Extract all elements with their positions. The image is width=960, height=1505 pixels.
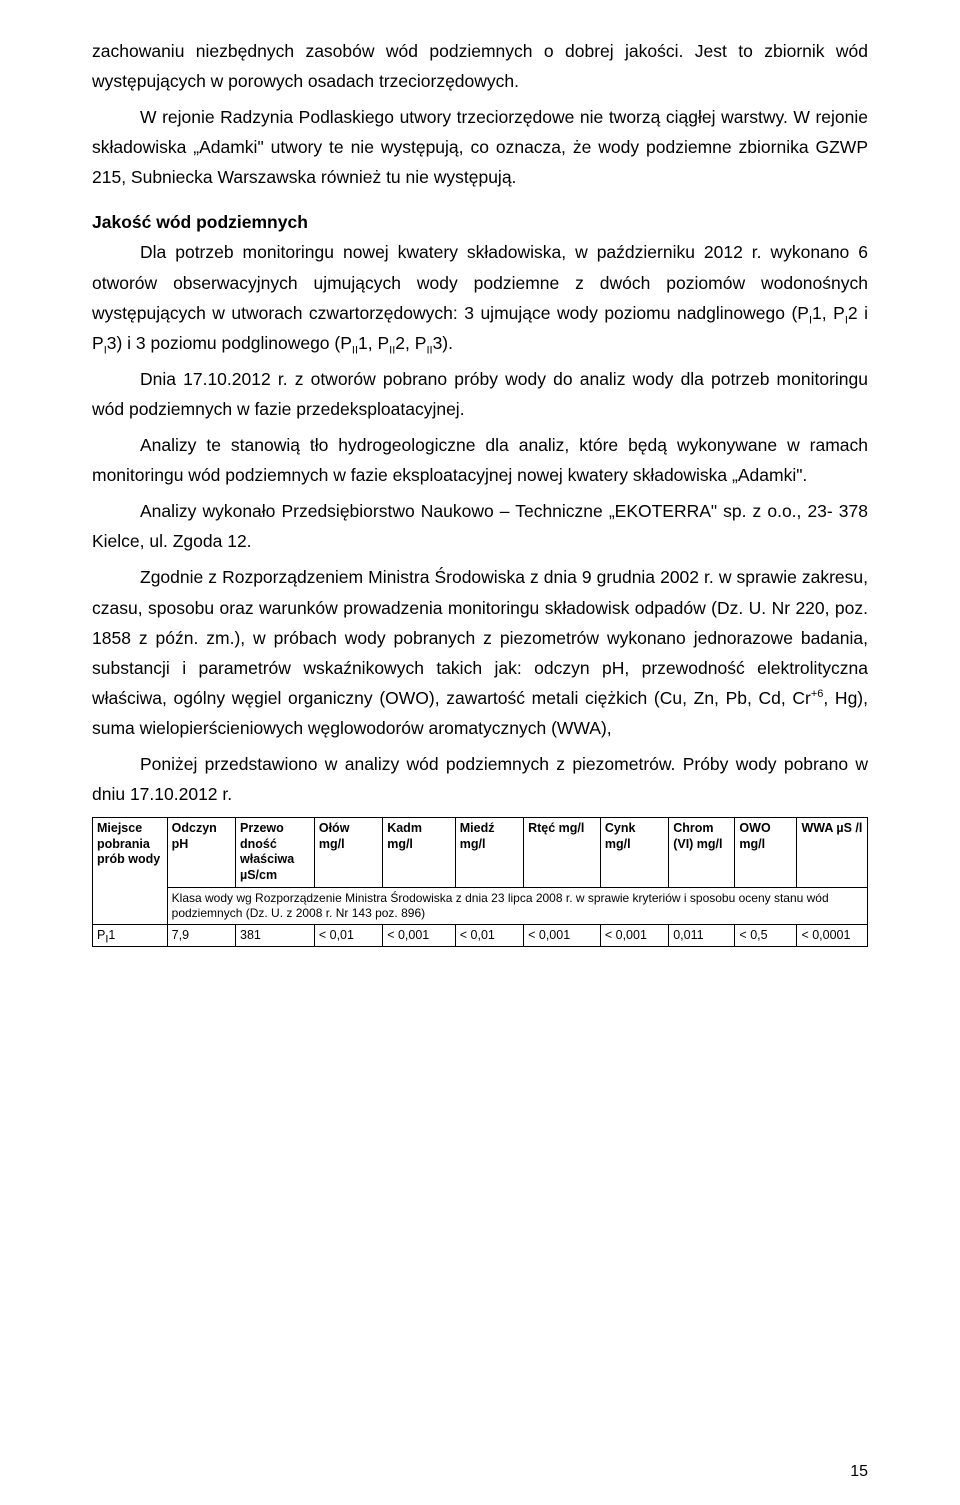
p3-b: 1, P (812, 303, 845, 323)
th-odczyn: Odczyn pH (167, 818, 235, 888)
th-chrom: Chrom (VI) mg/l (669, 818, 735, 888)
td-kadm: < 0,001 (383, 924, 456, 947)
paragraph-7: Zgodnie z Rozporządzeniem Ministra Środo… (92, 562, 868, 743)
p3-f: 2, P (395, 333, 426, 353)
th-miejsce: Miejsce pobrania prób wody (93, 818, 168, 925)
section-title: Jakość wód podziemnych (92, 212, 868, 233)
p7-a: Zgodnie z Rozporządzeniem Ministra Środo… (92, 567, 868, 707)
td-rtec: < 0,001 (524, 924, 601, 947)
miejsce-num: 1 (108, 928, 115, 942)
th-wwa: WWA µS /l (797, 818, 868, 888)
th-przewo: Przewo dność właściwa µS/cm (236, 818, 315, 888)
p3-g: 3). (433, 333, 453, 353)
th-olow: Ołów mg/l (314, 818, 382, 888)
p3-a: Dla potrzeb monitoringu nowej kwatery sk… (92, 242, 868, 322)
th-owo: OWO mg/l (735, 818, 797, 888)
th-rtec: Rtęć mg/l (524, 818, 601, 888)
analysis-table: Miejsce pobrania prób wody Odczyn pH Prz… (92, 817, 868, 947)
paragraph-1: zachowaniu niezbędnych zasobów wód podzi… (92, 36, 868, 96)
td-cynk: < 0,001 (600, 924, 668, 947)
paragraph-6: Analizy wykonało Przedsiębiorstwo Naukow… (92, 496, 868, 556)
td-olow: < 0,01 (314, 924, 382, 947)
td-przewo: 381 (236, 924, 315, 947)
table-data-row: PI1 7,9 381 < 0,01 < 0,001 < 0,01 < 0,00… (93, 924, 868, 947)
paragraph-3: Dla potrzeb monitoringu nowej kwatery sk… (92, 237, 868, 357)
td-miejsce: PI1 (93, 924, 168, 947)
p3-d: 3) i 3 poziomu podglinowego (P (107, 333, 352, 353)
page: zachowaniu niezbędnych zasobów wód podzi… (0, 0, 960, 1505)
paragraph-8: Poniżej przedstawiono w analizy wód podz… (92, 749, 868, 809)
paragraph-5: Analizy te stanowią tło hydrogeologiczne… (92, 430, 868, 490)
td-criteria: Klasa wody wg Rozporządzenie Ministra Śr… (167, 887, 867, 924)
th-kadm: Kadm mg/l (383, 818, 456, 888)
table-header-row: Miejsce pobrania prób wody Odczyn pH Prz… (93, 818, 868, 888)
td-chrom: 0,011 (669, 924, 735, 947)
table-criteria-row: Klasa wody wg Rozporządzenie Ministra Śr… (93, 887, 868, 924)
th-cynk: Cynk mg/l (600, 818, 668, 888)
td-miedz: < 0,01 (455, 924, 523, 947)
paragraph-4: Dnia 17.10.2012 r. z otworów pobrano pró… (92, 364, 868, 424)
page-number: 15 (850, 1463, 868, 1481)
td-owo: < 0,5 (735, 924, 797, 947)
p3-e: 1, P (358, 333, 389, 353)
th-miedz: Miedź mg/l (455, 818, 523, 888)
td-odczyn: 7,9 (167, 924, 235, 947)
sup-plus6: +6 (811, 688, 824, 700)
paragraph-2: W rejonie Radzynia Podlaskiego utwory tr… (92, 102, 868, 192)
td-wwa: < 0,0001 (797, 924, 868, 947)
